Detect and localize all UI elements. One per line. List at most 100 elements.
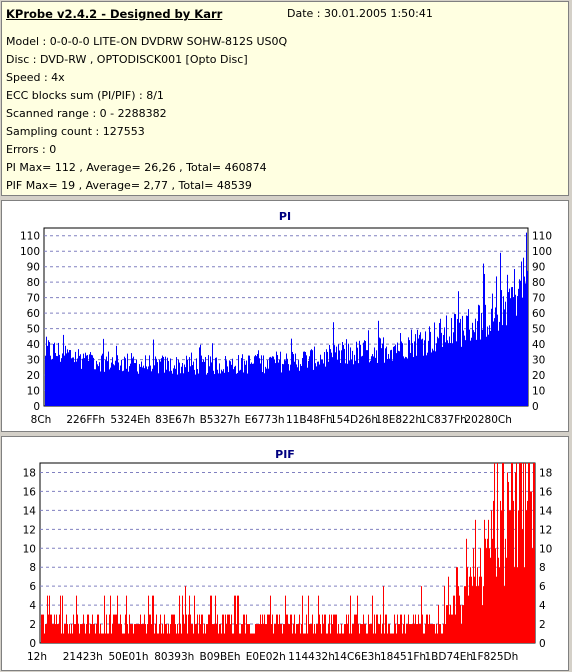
- pif-bar: [332, 624, 333, 643]
- pi-bar: [103, 338, 104, 406]
- pif-bar: [229, 614, 230, 643]
- pif-bar: [73, 614, 74, 643]
- pi-bar: [194, 369, 195, 406]
- pi-bar: [390, 350, 391, 406]
- pi-bar: [69, 350, 70, 406]
- pi-bar: [403, 356, 404, 406]
- pi-bar: [263, 355, 264, 406]
- pi-bar: [376, 350, 377, 406]
- pi-bar: [270, 356, 271, 406]
- pif-bar: [486, 548, 487, 643]
- pif-y-tick-left: 14: [23, 505, 37, 517]
- pif-bar: [292, 633, 293, 643]
- pif-bar: [71, 624, 72, 643]
- pi-bar: [441, 332, 442, 406]
- pi-bar: [316, 366, 317, 406]
- pi-bar: [261, 355, 262, 406]
- pif-bar: [274, 624, 275, 643]
- pif-bar: [169, 633, 170, 643]
- pi-bar: [267, 360, 268, 406]
- pif-bar: [112, 624, 113, 643]
- pi-bar: [319, 364, 320, 406]
- pif-bar: [419, 624, 420, 643]
- pif-bar: [432, 624, 433, 643]
- pi-bar: [259, 358, 260, 406]
- pi-bar: [247, 373, 248, 406]
- pif-bar: [249, 624, 250, 643]
- pi-bar: [289, 370, 290, 406]
- pi-bar: [235, 365, 236, 406]
- pif-bar: [348, 614, 349, 643]
- pif-bar: [428, 624, 429, 643]
- pif-bar: [366, 633, 367, 643]
- pif-bar: [155, 624, 156, 643]
- pif-bar: [416, 624, 417, 643]
- pi-bar: [419, 334, 420, 406]
- pi-bar: [456, 341, 457, 406]
- pi-bar: [199, 347, 200, 406]
- pi-bar: [273, 356, 274, 406]
- pif-bar: [304, 633, 305, 643]
- pif-bar: [441, 633, 442, 643]
- pi-bar: [151, 371, 152, 406]
- pi-y-tick-left: 60: [27, 308, 40, 320]
- pi-bar: [160, 361, 161, 406]
- pif-bar: [452, 614, 453, 643]
- pif-bar: [351, 633, 352, 643]
- pi-bar: [136, 359, 137, 406]
- pif-bar: [329, 614, 330, 643]
- pi-bar: [438, 338, 439, 406]
- pi-bar: [490, 330, 491, 406]
- pi-bar: [186, 355, 187, 406]
- pif-bar: [189, 595, 190, 643]
- pif-bar: [440, 624, 441, 643]
- pi-bar: [202, 361, 203, 406]
- pi-bar: [95, 369, 96, 406]
- pi-bar: [220, 373, 221, 406]
- pi-bar: [496, 276, 497, 406]
- pif-bar: [303, 633, 304, 643]
- pif-bar: [210, 595, 211, 643]
- pif-bar: [398, 624, 399, 643]
- pif-bar: [49, 595, 50, 643]
- pi-bar: [101, 355, 102, 406]
- pif-bar: [376, 614, 377, 643]
- pi-bar: [280, 351, 281, 406]
- pif-bar: [407, 624, 408, 643]
- pif-bar: [370, 624, 371, 643]
- pi-bar: [163, 356, 164, 406]
- info-pi-summary: PI Max= 112 , Average= 26,26 , Total= 46…: [6, 161, 267, 174]
- pif-bar: [148, 595, 149, 643]
- pif-bar: [216, 624, 217, 643]
- pif-bar: [413, 614, 414, 643]
- pif-bar: [54, 614, 55, 643]
- pi-bar: [327, 351, 328, 406]
- pif-bar: [300, 633, 301, 643]
- pif-bar: [242, 624, 243, 643]
- pif-bar: [381, 633, 382, 643]
- pi-bar: [216, 357, 217, 406]
- pi-bar: [440, 318, 441, 406]
- pi-bar: [294, 361, 295, 406]
- pif-bar: [81, 624, 82, 643]
- pi-bar: [165, 356, 166, 406]
- pif-bar: [328, 624, 329, 643]
- pif-bar: [489, 548, 490, 643]
- pi-bar: [485, 304, 486, 406]
- pif-bar: [420, 624, 421, 643]
- pif-bar: [235, 595, 236, 643]
- pif-chart-title: PIF: [275, 448, 295, 461]
- pi-bar: [108, 351, 109, 406]
- pif-bar: [461, 624, 462, 643]
- pif-bar: [529, 463, 530, 643]
- pif-bar: [490, 557, 491, 643]
- pif-bar: [196, 624, 197, 643]
- pi-bar: [412, 343, 413, 406]
- pif-x-tick: E0E02h: [246, 651, 286, 663]
- pif-bar: [278, 624, 279, 643]
- pif-bar: [409, 624, 410, 643]
- pif-bar: [99, 633, 100, 643]
- pi-bar: [458, 291, 459, 406]
- pif-bar: [160, 614, 161, 643]
- pif-bar: [533, 463, 534, 643]
